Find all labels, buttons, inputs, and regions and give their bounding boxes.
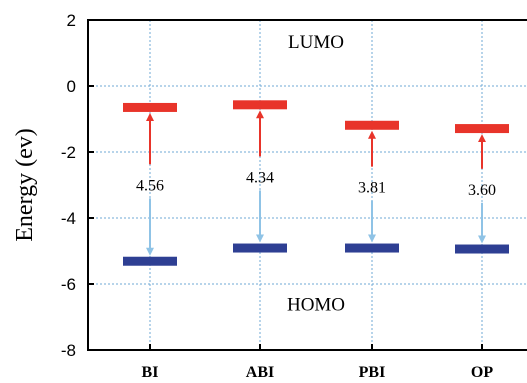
ticks-layer: 2 0 -2 -4 -6 -8 BI ABI PBI OP bbox=[61, 11, 493, 381]
x-category-label: ABI bbox=[246, 364, 274, 381]
y-tick-label: 0 bbox=[67, 77, 76, 96]
x-category-label: OP bbox=[471, 364, 493, 381]
marks-layer: 4.56 4.34 3.81 3.60 bbox=[123, 100, 509, 266]
band-gap-label: 3.81 bbox=[358, 180, 386, 197]
lumo-level-bar bbox=[345, 120, 399, 130]
y-tick-label: -4 bbox=[61, 209, 76, 228]
y-axis-title: Energy (ev) bbox=[12, 128, 38, 242]
homo-level-bar bbox=[233, 243, 287, 253]
homo-annotation: HOMO bbox=[287, 294, 345, 315]
grid-layer bbox=[88, 20, 527, 350]
y-tick-label: 2 bbox=[67, 11, 76, 30]
homo-level-bar bbox=[345, 243, 399, 253]
lumo-level-bar bbox=[233, 100, 287, 110]
lumo-annotation: LUMO bbox=[288, 32, 344, 53]
band-gap-label: 4.56 bbox=[136, 177, 164, 194]
y-tick-label: -2 bbox=[61, 143, 76, 162]
homo-level-bar bbox=[123, 256, 177, 266]
x-category-label: PBI bbox=[359, 364, 386, 381]
plot-frame bbox=[87, 19, 527, 351]
y-tick-label: -8 bbox=[61, 341, 76, 360]
homo-level-bar bbox=[455, 244, 509, 254]
band-gap-label: 3.60 bbox=[468, 182, 496, 199]
lumo-level-bar bbox=[455, 124, 509, 134]
lumo-level-bar bbox=[123, 102, 177, 112]
band-gap-label: 4.34 bbox=[246, 169, 274, 186]
x-category-label: BI bbox=[142, 364, 159, 381]
y-tick-label: -6 bbox=[61, 275, 76, 294]
